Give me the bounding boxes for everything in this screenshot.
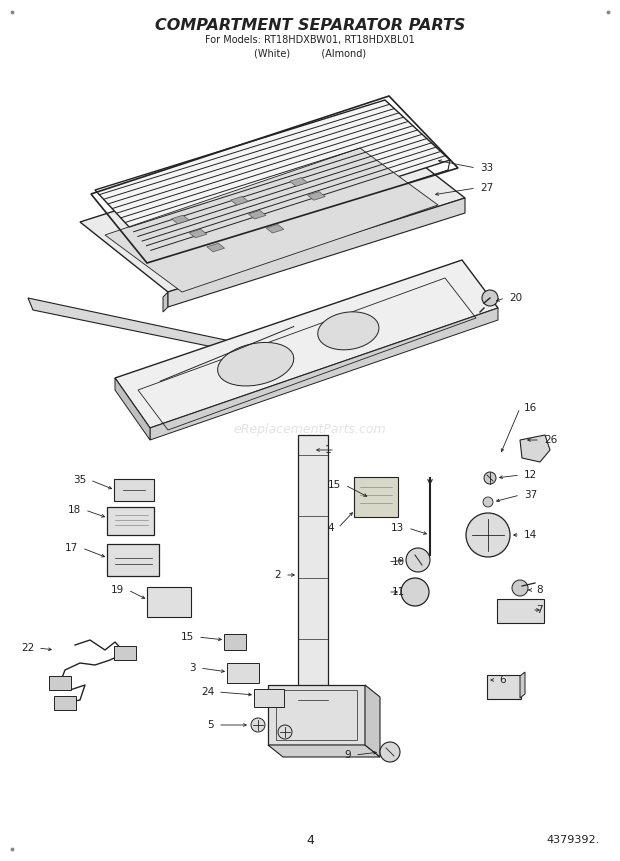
FancyBboxPatch shape xyxy=(107,544,159,576)
Text: 11: 11 xyxy=(392,587,405,597)
Circle shape xyxy=(278,725,292,739)
Text: 12: 12 xyxy=(524,470,538,480)
FancyBboxPatch shape xyxy=(114,479,154,501)
Polygon shape xyxy=(268,685,365,745)
Polygon shape xyxy=(163,292,168,312)
Circle shape xyxy=(484,472,496,484)
Polygon shape xyxy=(290,177,308,186)
FancyBboxPatch shape xyxy=(147,587,191,617)
Text: 3: 3 xyxy=(189,663,196,673)
Polygon shape xyxy=(308,192,326,201)
Circle shape xyxy=(380,742,400,762)
FancyBboxPatch shape xyxy=(49,676,71,690)
Polygon shape xyxy=(231,196,248,205)
Text: 22: 22 xyxy=(20,643,34,653)
Text: For Models: RT18HDXBW01, RT18HDXBL01: For Models: RT18HDXBW01, RT18HDXBL01 xyxy=(205,35,415,45)
Text: 19: 19 xyxy=(111,585,124,595)
Text: 9: 9 xyxy=(344,750,351,760)
FancyBboxPatch shape xyxy=(114,646,136,660)
Circle shape xyxy=(482,290,498,306)
FancyBboxPatch shape xyxy=(54,696,76,710)
Polygon shape xyxy=(365,685,380,757)
Polygon shape xyxy=(172,215,189,224)
Text: 1: 1 xyxy=(324,445,331,455)
Text: 16: 16 xyxy=(524,403,538,413)
Text: 17: 17 xyxy=(64,543,78,553)
Text: 14: 14 xyxy=(524,530,538,540)
Circle shape xyxy=(512,580,528,596)
Text: 4: 4 xyxy=(327,523,334,533)
Text: 37: 37 xyxy=(524,490,538,500)
Text: 4379392.: 4379392. xyxy=(547,835,600,845)
Text: 15: 15 xyxy=(181,632,194,642)
Polygon shape xyxy=(95,100,450,255)
Polygon shape xyxy=(28,298,315,368)
FancyBboxPatch shape xyxy=(497,599,544,623)
FancyBboxPatch shape xyxy=(227,663,259,683)
Polygon shape xyxy=(150,308,498,440)
Polygon shape xyxy=(249,210,266,219)
Polygon shape xyxy=(115,378,150,440)
FancyBboxPatch shape xyxy=(354,477,398,517)
Text: 33: 33 xyxy=(480,163,494,173)
Text: 5: 5 xyxy=(207,720,214,730)
FancyBboxPatch shape xyxy=(224,634,246,650)
FancyBboxPatch shape xyxy=(254,689,284,707)
Polygon shape xyxy=(168,198,465,307)
Text: COMPARTMENT SEPARATOR PARTS: COMPARTMENT SEPARATOR PARTS xyxy=(155,18,465,33)
Circle shape xyxy=(406,548,430,572)
Polygon shape xyxy=(218,343,294,386)
Polygon shape xyxy=(268,745,380,757)
Text: 20: 20 xyxy=(509,293,522,303)
Circle shape xyxy=(251,718,265,732)
Text: 4: 4 xyxy=(306,833,314,846)
Text: 26: 26 xyxy=(544,435,557,445)
Polygon shape xyxy=(298,435,328,720)
Text: 35: 35 xyxy=(73,475,86,485)
Text: 15: 15 xyxy=(328,480,341,490)
Polygon shape xyxy=(266,225,284,233)
Circle shape xyxy=(466,513,510,557)
Text: 2: 2 xyxy=(275,570,281,580)
Polygon shape xyxy=(207,243,224,251)
Text: 6: 6 xyxy=(499,675,506,685)
Polygon shape xyxy=(189,229,207,238)
FancyBboxPatch shape xyxy=(487,675,521,699)
Polygon shape xyxy=(105,148,438,292)
Circle shape xyxy=(483,497,493,507)
Text: 18: 18 xyxy=(68,505,81,515)
Text: 27: 27 xyxy=(480,183,494,193)
Text: 13: 13 xyxy=(391,523,404,533)
Text: (White)          (Almond): (White) (Almond) xyxy=(254,48,366,58)
Text: 8: 8 xyxy=(536,585,542,595)
Text: 24: 24 xyxy=(201,687,214,697)
Text: 7: 7 xyxy=(536,605,542,615)
FancyBboxPatch shape xyxy=(107,507,154,535)
Polygon shape xyxy=(520,435,550,462)
Polygon shape xyxy=(80,128,465,292)
Text: 10: 10 xyxy=(392,557,405,567)
Text: eReplacementParts.com: eReplacementParts.com xyxy=(234,424,386,437)
Polygon shape xyxy=(317,312,379,350)
Circle shape xyxy=(401,578,429,606)
Polygon shape xyxy=(115,260,498,428)
Polygon shape xyxy=(520,672,525,698)
